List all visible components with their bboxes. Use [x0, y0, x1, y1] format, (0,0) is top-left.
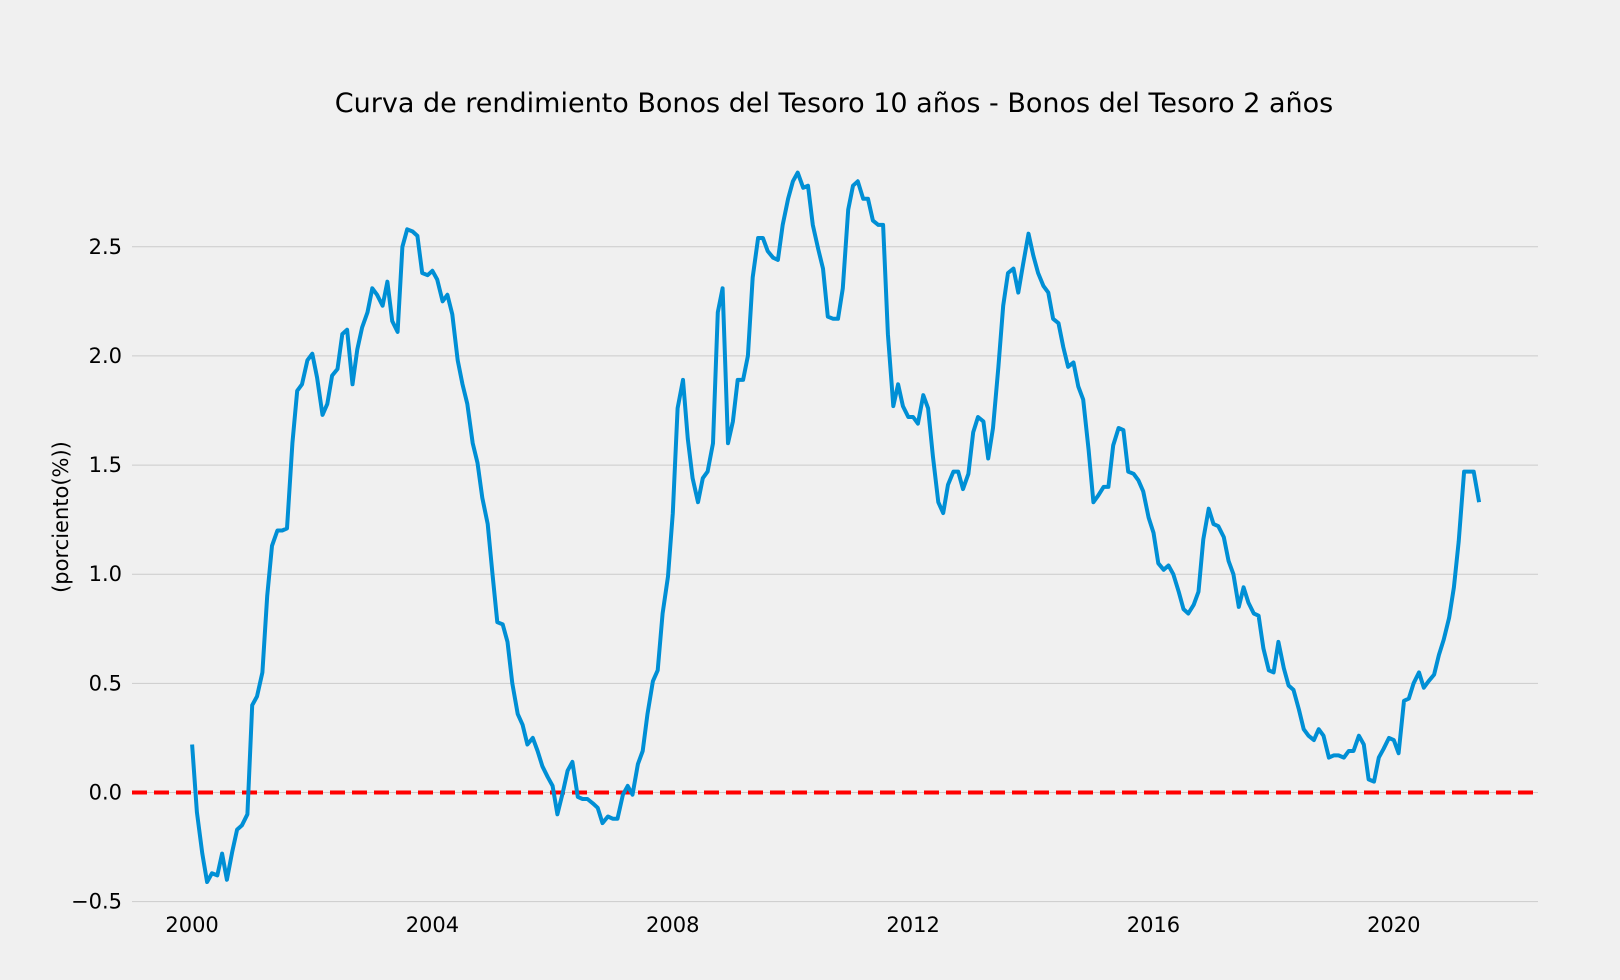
y-tick-label: 2.0: [89, 344, 122, 368]
x-tick-labels: 2000 2004 2008 2012 2016 2020: [165, 913, 1420, 937]
x-tick-label: 2020: [1367, 913, 1420, 937]
series-line: [190, 170, 1482, 884]
x-tick-label: 2004: [406, 913, 459, 937]
y-tick-label: 2.5: [89, 235, 122, 259]
chart-title: Curva de rendimiento Bonos del Tesoro 10…: [335, 88, 1333, 119]
grid-lines: [132, 246, 1538, 903]
x-tick-label: 2000: [165, 913, 218, 937]
x-tick-label: 2008: [646, 913, 699, 937]
y-axis-label: (porciento(%)): [49, 441, 73, 593]
y-tick-label: 0.5: [89, 671, 122, 695]
y-tick-labels: −0.5 0.0 0.5 1.0 1.5 2.0 2.5: [71, 235, 122, 914]
x-tick-label: 2016: [1127, 913, 1180, 937]
y-tick-label: −0.5: [71, 890, 122, 914]
y-tick-label: 0.0: [89, 780, 122, 804]
y-tick-label: 1.5: [89, 453, 122, 477]
x-tick-label: 2012: [886, 913, 939, 937]
y-tick-label: 1.0: [89, 562, 122, 586]
